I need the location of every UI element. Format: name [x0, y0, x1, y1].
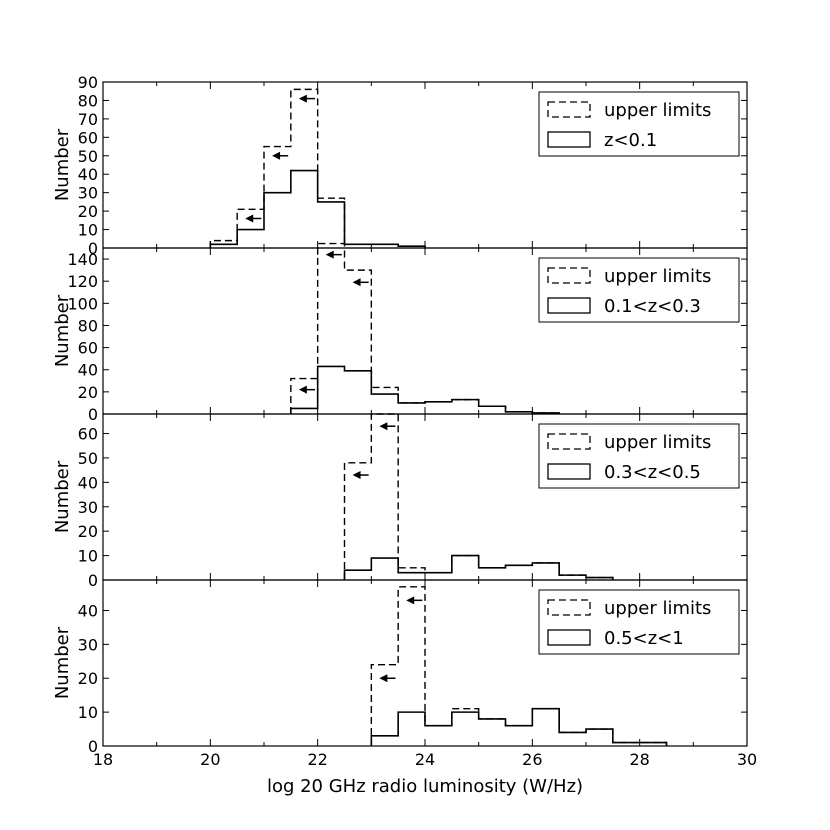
- y-tick-label: 140: [67, 250, 98, 269]
- x-tick-label: 28: [629, 750, 649, 769]
- panel-3: 0 10 20 30 40 50 60 Number upper limits 0.3<z<0.5: [52, 413, 748, 590]
- legend-swatch-solid: [547, 629, 591, 646]
- y-tick-label: 120: [67, 272, 98, 291]
- y-tick-label: 40: [78, 165, 98, 184]
- legend-label: z<0.1: [604, 130, 657, 151]
- y-tick-label: 60: [78, 128, 98, 147]
- y-tick-label: 0: [88, 737, 98, 756]
- legend-box: [538, 589, 740, 655]
- y-tick-label: 20: [78, 522, 98, 541]
- panel-2: 0 20 40 60 80 100 120 140 Number upper limits 0.1<…: [52, 242, 748, 424]
- upper-limit-arrowhead: [272, 151, 281, 160]
- detections-histogram: [209, 169, 426, 248]
- panel-4: 0 10 20 30 40 Number upper limits 0.5<z<1: [52, 579, 748, 756]
- upper-limits-histogram: [209, 88, 426, 248]
- x-tick-label: 26: [522, 750, 542, 769]
- y-tick-label: 30: [78, 635, 98, 654]
- upper-limit-arrowhead: [325, 250, 334, 259]
- legend-swatch-solid: [547, 463, 591, 480]
- y-tick-label: 70: [78, 110, 98, 129]
- legend-label: upper limits: [604, 100, 711, 121]
- upper-limit-arrowhead: [379, 674, 388, 683]
- y-tick-label: 100: [67, 294, 98, 313]
- y-tick-label: 0: [88, 405, 98, 424]
- y-tick-label: 10: [78, 703, 98, 722]
- y-tick-label: 20: [78, 669, 98, 688]
- y-tick-label: 10: [78, 547, 98, 566]
- legend-label: 0.3<z<0.5: [604, 462, 701, 483]
- legend-label: upper limits: [604, 432, 711, 453]
- legend-box: [538, 257, 740, 323]
- y-tick-label: 80: [78, 91, 98, 110]
- y-tick-label: 30: [78, 184, 98, 203]
- upper-limit-arrowhead: [406, 596, 415, 605]
- x-axis-label: log 20 GHz radio luminosity (W/Hz): [267, 776, 583, 797]
- y-axis-label: Number: [52, 128, 73, 201]
- legend-swatch-solid: [547, 131, 591, 148]
- legend-label: 0.1<z<0.3: [604, 296, 701, 317]
- legend-swatch-dashed: [547, 599, 591, 616]
- y-tick-label: 10: [78, 221, 98, 240]
- y-axis-label: Number: [52, 460, 73, 533]
- upper-limit-arrowhead: [352, 278, 361, 287]
- legend-swatch-dashed: [547, 433, 591, 450]
- legend-swatch-dashed: [547, 101, 591, 118]
- y-tick-label: 30: [78, 498, 98, 517]
- legend-label: upper limits: [604, 266, 711, 287]
- x-tick-label: 20: [200, 750, 220, 769]
- upper-limit-arrowhead: [352, 471, 361, 480]
- legend-swatch-solid: [547, 297, 591, 314]
- x-tick-label: 24: [415, 750, 435, 769]
- x-tick-label: 22: [307, 750, 327, 769]
- y-tick-label: 40: [78, 361, 98, 380]
- y-tick-label: 60: [78, 425, 98, 444]
- legend-box: [538, 91, 740, 157]
- detections-histogram: [343, 554, 614, 580]
- y-tick-label: 50: [78, 449, 98, 468]
- upper-limit-arrowhead: [245, 214, 254, 223]
- y-tick-label: 40: [78, 473, 98, 492]
- y-tick-label: 0: [88, 239, 98, 258]
- y-tick-label: 20: [78, 383, 98, 402]
- panel-frame: [102, 579, 748, 747]
- x-tick-label: 30: [737, 750, 757, 769]
- legend-label: 0.5<z<1: [604, 628, 684, 649]
- y-tick-label: 90: [78, 73, 98, 92]
- y-tick-label: 0: [88, 571, 98, 590]
- legend-label: upper limits: [604, 598, 711, 619]
- legend-box: [538, 423, 740, 489]
- x-tick-label: 18: [93, 750, 113, 769]
- detections-histogram: [370, 707, 668, 746]
- upper-limit-arrowhead: [298, 94, 307, 103]
- y-tick-label: 50: [78, 147, 98, 166]
- legend-swatch-dashed: [547, 267, 591, 284]
- detections-histogram: [290, 365, 560, 414]
- y-tick-label: 80: [78, 316, 98, 335]
- y-axis-label: Number: [52, 626, 73, 699]
- upper-limit-arrowhead: [379, 422, 388, 431]
- y-tick-label: 40: [78, 601, 98, 620]
- y-axis-label: Number: [52, 294, 73, 367]
- y-tick-label: 60: [78, 339, 98, 358]
- upper-limit-arrowhead: [298, 385, 307, 394]
- y-tick-label: 20: [78, 202, 98, 221]
